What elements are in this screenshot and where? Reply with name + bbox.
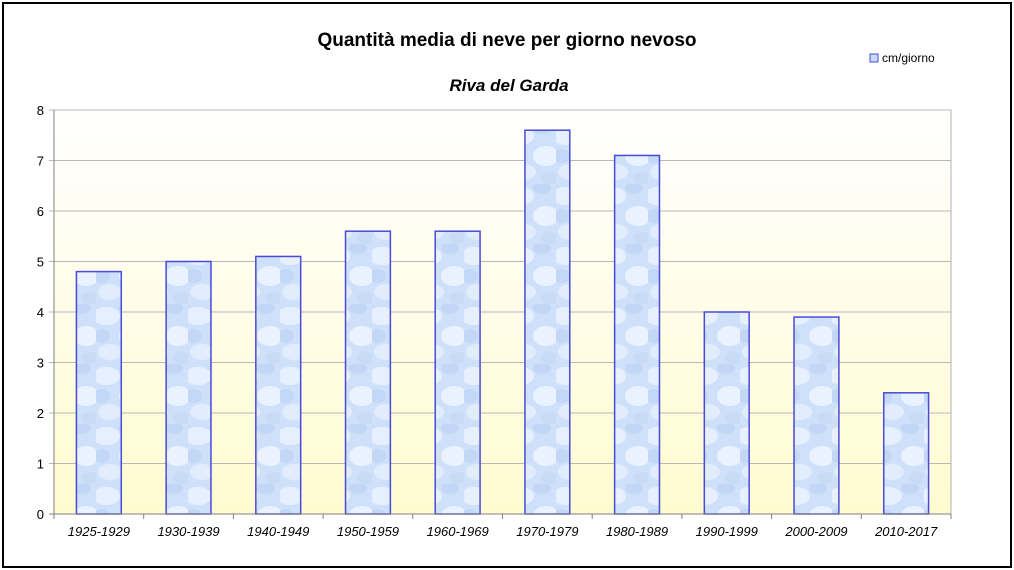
- bar-1970-1979: [524, 129, 571, 515]
- x-tick-label: 2010-2017: [874, 524, 938, 539]
- bar-2000-2009: [793, 316, 840, 515]
- legend: cm/giorno: [869, 51, 935, 65]
- legend-label: cm/giorno: [882, 51, 935, 65]
- x-tick-label: 1980-1989: [606, 524, 668, 539]
- bar-1940-1949: [255, 255, 302, 515]
- y-tick-label: 2: [37, 406, 44, 421]
- y-tick-label: 5: [37, 255, 44, 270]
- x-tick-label: 1930-1939: [157, 524, 219, 539]
- chart-title: Quantità media di neve per giorno nevoso: [317, 30, 696, 51]
- x-tick-label: 1925-1929: [68, 524, 130, 539]
- x-tick-label: 2000-2009: [784, 524, 847, 539]
- x-tick-label: 1970-1979: [516, 524, 578, 539]
- chart-subtitle: Riva del Garda: [449, 76, 568, 95]
- bars: [75, 129, 930, 515]
- y-tick-label: 3: [37, 356, 44, 371]
- x-axis-labels: 1925-1929 1930-1939 1940-1949 1950-1959 1960…: [68, 514, 952, 539]
- y-axis-labels: 0 1 2 3 4 5 6 7 8: [37, 103, 44, 522]
- bar-1925-1929: [75, 270, 123, 515]
- x-tick-label: 1950-1959: [337, 524, 399, 539]
- bar-1950-1959: [344, 230, 392, 515]
- y-tick-label: 1: [37, 457, 44, 472]
- x-tick-label: 1960-1969: [427, 524, 489, 539]
- x-tick-label: 1990-1999: [696, 524, 758, 539]
- y-tick-label: 8: [37, 103, 44, 118]
- axis-lines: [49, 110, 951, 519]
- bar-chart: Quantità media di neve per giorno nevoso…: [37, 30, 952, 539]
- bar-1990-1999: [703, 311, 750, 515]
- bar-1980-1989: [613, 154, 661, 515]
- bar-1930-1939: [165, 260, 212, 515]
- x-tick-label: 1940-1949: [247, 524, 309, 539]
- y-tick-label: 0: [37, 507, 44, 522]
- y-tick-label: 6: [37, 204, 44, 219]
- y-tick-label: 4: [37, 305, 44, 320]
- bar-1960-1969: [434, 230, 481, 515]
- legend-swatch: [869, 53, 879, 63]
- bar-2010-2017: [882, 392, 930, 515]
- y-tick-label: 7: [37, 154, 44, 169]
